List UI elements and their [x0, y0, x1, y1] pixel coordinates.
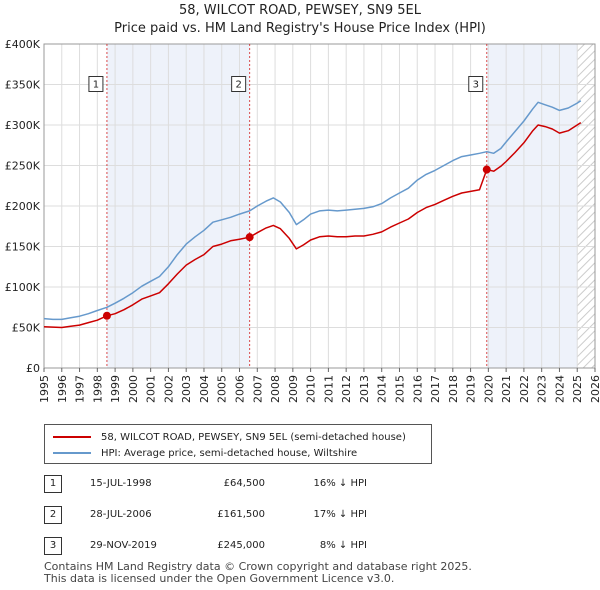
transaction-date: 15-JUL-1998 [90, 478, 152, 489]
x-tick-label: 2007 [251, 375, 264, 403]
x-tick-label: 2026 [589, 375, 600, 403]
x-tick-label: 2011 [322, 375, 335, 403]
plot-frame [43, 43, 596, 369]
transaction-hpi-diff: 17% ↓ HPI [313, 509, 367, 520]
x-tick-label: 2008 [269, 375, 282, 403]
marker-label: 2 [235, 80, 241, 91]
y-tick-label: £150K [5, 241, 41, 254]
x-tick-label: 2020 [482, 375, 495, 403]
x-tick-label: 2023 [536, 375, 549, 403]
y-tick-label: £0 [26, 362, 40, 375]
y-tick-label: £100K [5, 281, 41, 294]
legend-property-label: 58, WILCOT ROAD, PEWSEY, SN9 5EL (semi-d… [101, 431, 406, 443]
transaction-row: 1 15-JUL-1998 £64,500 16% ↓ HPI [0, 475, 600, 495]
x-tick-label: 2009 [287, 375, 300, 403]
x-tick-label: 2025 [571, 375, 584, 403]
price-chart: £0 £50K £100K £150K £200K £250K £300K £350K £400… [5, 38, 600, 403]
property-price-line [43, 121, 582, 329]
transaction-price: £64,500 [223, 478, 265, 489]
x-tick-label: 2017 [429, 375, 442, 403]
transaction-row: 3 29-NOV-2019 £245,000 8% ↓ HPI [0, 537, 600, 557]
x-tick-label: 2003 [180, 375, 193, 403]
transaction-hpi-diff: 8% ↓ HPI [319, 540, 367, 551]
sale-point [245, 233, 254, 242]
hpi-line [43, 100, 582, 321]
footer-copyright: Contains HM Land Registry data © Crown c… [44, 560, 472, 573]
transaction-hpi-diff: 16% ↓ HPI [313, 478, 367, 489]
y-tick-label: £350K [5, 79, 41, 92]
x-tick-label: 2000 [127, 375, 140, 403]
x-tick-label: 2018 [447, 375, 460, 403]
transaction-number: 2 [44, 506, 62, 524]
marker-label-box [468, 76, 484, 92]
x-tick-label: 1996 [56, 375, 69, 403]
x-tick-label: 1999 [109, 375, 122, 403]
x-tick-label: 2001 [145, 375, 158, 403]
legend-item-hpi: HPI: Average price, semi-detached house,… [53, 446, 357, 460]
legend-item-property: 58, WILCOT ROAD, PEWSEY, SN9 5EL (semi-d… [53, 430, 406, 444]
transaction-date: 29-NOV-2019 [90, 540, 157, 551]
x-tick-label: 2005 [216, 375, 229, 403]
chart-subtitle: Price paid vs. HM Land Registry's House … [114, 21, 486, 36]
x-tick-label: 2010 [305, 375, 318, 403]
hpi-line-swatch [53, 452, 91, 454]
footer-licence: This data is licensed under the Open Gov… [44, 572, 395, 585]
transaction-number: 3 [44, 537, 62, 555]
x-tick-label: 2014 [376, 375, 389, 403]
sale-point [482, 165, 491, 174]
x-tick-label: 2013 [358, 375, 371, 403]
y-tick-label: £200K [5, 200, 41, 213]
x-tick-label: 2006 [234, 375, 247, 403]
x-tick-label: 2012 [340, 375, 353, 403]
transaction-number: 1 [44, 475, 62, 493]
y-tick-label: £400K [5, 38, 41, 51]
marker-label-box [88, 76, 104, 92]
y-tick-label: £250K [5, 160, 41, 173]
x-tick-label: 2015 [393, 375, 406, 403]
x-tick-label: 2022 [518, 375, 531, 403]
x-tick-label: 2016 [411, 375, 424, 403]
y-tick-label: £300K [5, 119, 41, 132]
sale-point [102, 311, 111, 320]
transaction-date: 28-JUL-2006 [90, 509, 152, 520]
marker-label-box [231, 76, 247, 92]
marker-label: 1 [93, 80, 99, 91]
legend: 58, WILCOT ROAD, PEWSEY, SN9 5EL (semi-d… [44, 424, 432, 464]
x-tick-label: 1998 [91, 375, 104, 403]
y-tick-label: £50K [12, 322, 41, 335]
x-tick-label: 2024 [553, 375, 566, 403]
footer: Contains HM Land Registry data © Crown c… [44, 561, 472, 585]
chart-title: 58, WILCOT ROAD, PEWSEY, SN9 5EL [178, 3, 421, 18]
x-tick-label: 2021 [500, 375, 513, 403]
transaction-row: 2 28-JUL-2006 £161,500 17% ↓ HPI [0, 506, 600, 526]
x-tick-label: 2002 [162, 375, 175, 403]
transaction-price: £161,500 [217, 509, 265, 520]
x-tick-label: 2019 [465, 375, 478, 403]
x-tick-label: 1995 [38, 375, 51, 403]
marker-label: 3 [473, 80, 479, 91]
property-line-swatch [53, 436, 91, 438]
x-tick-label: 1997 [74, 375, 87, 403]
x-tick-label: 2004 [198, 375, 211, 403]
transaction-price: £245,000 [217, 540, 265, 551]
legend-hpi-label: HPI: Average price, semi-detached house,… [101, 447, 358, 459]
